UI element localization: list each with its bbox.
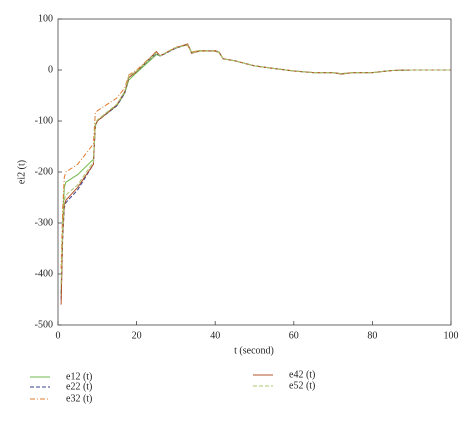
x-tick-label: 20 <box>132 330 142 341</box>
series-line <box>60 44 451 269</box>
y-axis-label: ei2 (t) <box>16 160 27 184</box>
y-tick-label: -300 <box>35 217 53 228</box>
legend-label: e22 (t) <box>66 381 92 392</box>
x-tick-label: 100 <box>444 330 459 341</box>
y-tick-label: -500 <box>35 319 53 330</box>
legend-label: e42 (t) <box>289 369 315 380</box>
y-tick-label: -200 <box>35 166 53 177</box>
plot-frame <box>57 18 452 326</box>
y-tick-label: 0 <box>48 64 53 75</box>
y-tick-label: 100 <box>38 13 53 24</box>
x-axis-label: t (second) <box>234 345 274 356</box>
x-tick-label: 0 <box>56 330 61 341</box>
legend-label: e52 (t) <box>289 380 315 391</box>
x-tick-label: 60 <box>289 330 299 341</box>
series-line <box>60 43 451 305</box>
x-tick-label: 40 <box>210 330 220 341</box>
legend-label: e12 (t) <box>66 371 92 382</box>
y-tick-label: -400 <box>35 268 53 279</box>
y-tick-label: -100 <box>35 115 53 126</box>
legend-label: e32 (t) <box>66 393 92 404</box>
series-line <box>60 43 451 300</box>
series-line <box>60 44 451 285</box>
x-tick-label: 80 <box>367 330 377 341</box>
series-line <box>60 43 451 295</box>
